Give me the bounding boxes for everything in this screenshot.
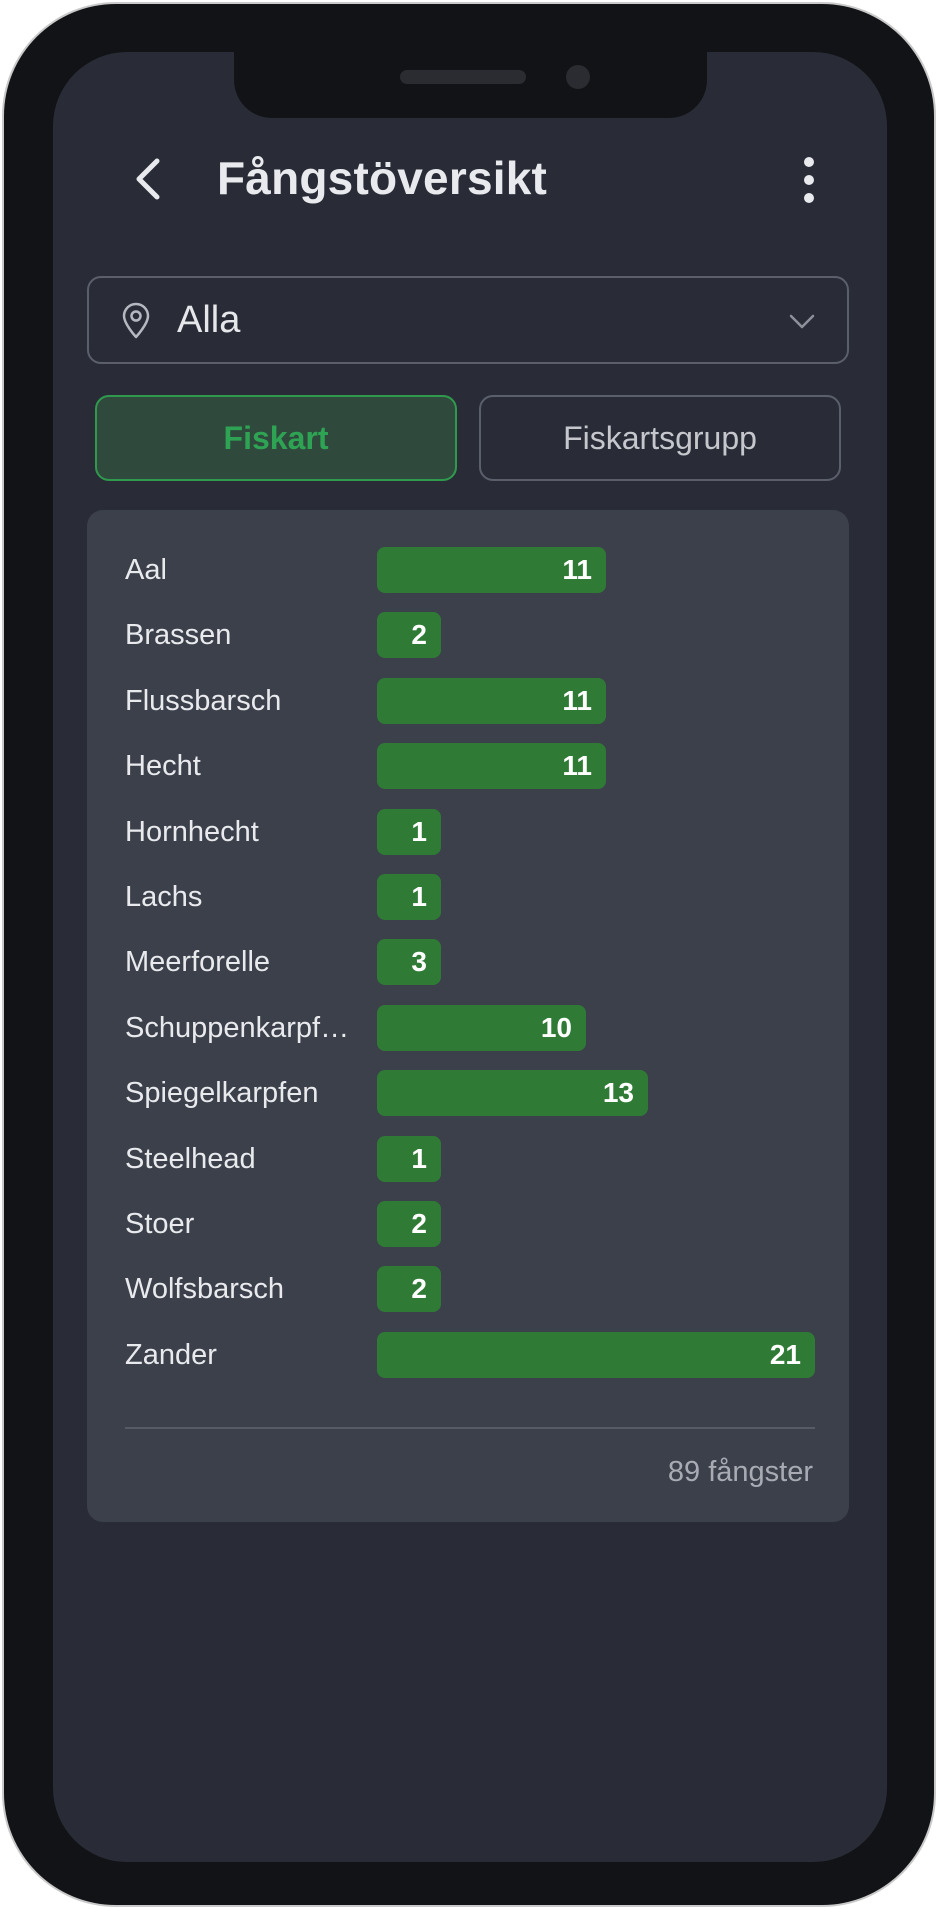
location-dropdown[interactable]: Alla (87, 276, 849, 364)
bar-row: Hornhecht 1 (87, 808, 849, 856)
bar-label: Schuppenkarpf… (125, 1011, 350, 1044)
bar-row: Hecht 11 (87, 742, 849, 790)
chevron-left-icon (136, 158, 160, 200)
bar-label: Aal (125, 554, 167, 586)
tab-fiskart[interactable]: Fiskart (95, 395, 457, 481)
bar-label: Wolfsbarsch (125, 1273, 285, 1306)
notch (234, 52, 707, 118)
tab-fiskartsgrupp[interactable]: Fiskartsgrupp (479, 395, 841, 481)
location-value: Alla (177, 299, 241, 341)
bar: 1 (377, 808, 441, 855)
bar-row: Wolfsbarsch 2 (87, 1265, 849, 1313)
bar-value-label: 13 (602, 1077, 634, 1109)
bar: 1 (377, 1135, 441, 1182)
bar-row: Flussbarsch 11 (87, 677, 849, 725)
divider (125, 1427, 815, 1429)
bar: 13 (377, 1070, 648, 1117)
bar-value-label: 1 (411, 881, 427, 912)
bar: 1 (377, 874, 441, 920)
chevron-down-icon (789, 314, 815, 329)
page-title: Fångstöversikt (217, 152, 548, 204)
bar: 3 (377, 939, 441, 986)
bar-value-label: 21 (769, 1338, 801, 1370)
bar-value-label: 1 (411, 1142, 427, 1174)
bar-label: Stoer (125, 1208, 195, 1240)
bar-value-label: 1 (411, 815, 427, 847)
bar-row: Spiegelkarpfen 13 (87, 1069, 849, 1117)
bar: 11 (377, 547, 606, 593)
bar: 11 (377, 743, 606, 790)
bar: 11 (377, 677, 606, 724)
bar-label: Flussbarsch (125, 684, 282, 717)
bar-value-label: 11 (562, 554, 592, 585)
bar-value-label: 2 (411, 619, 427, 651)
more-options-button[interactable] (777, 144, 841, 216)
bar: 2 (377, 612, 441, 659)
bar-row: Aal 11 (87, 546, 849, 594)
bar-row: Lachs 1 (87, 873, 849, 921)
total-catches: 89 fångster (667, 1456, 813, 1488)
bar: 2 (377, 1201, 441, 1247)
bar-value-label: 2 (411, 1208, 427, 1239)
bar-label: Brassen (125, 619, 232, 652)
bar-label: Hornhecht (125, 815, 259, 848)
speaker (400, 70, 526, 84)
bar-value-label: 10 (540, 1011, 572, 1043)
bar-row: Steelhead 1 (87, 1135, 849, 1183)
bar-label: Zander (125, 1338, 217, 1371)
app-screen: Fångstöversikt Alla Fiskart Fiskartsgrup… (53, 52, 887, 1862)
back-button[interactable] (113, 144, 183, 214)
bar-label: Steelhead (125, 1142, 256, 1175)
bar-row: Zander 21 (87, 1331, 849, 1379)
bar-label: Lachs (125, 881, 203, 913)
catch-chart-card: Aal 11 Brassen 2 Flussbarsch 11 Hecht 11 Hornhec… (87, 510, 849, 1522)
bar-row: Brassen 2 (87, 611, 849, 659)
bar-value-label: 11 (562, 684, 592, 716)
bar-value-label: 3 (411, 946, 427, 978)
bar-row: Meerforelle 3 (87, 938, 849, 986)
bar-value-label: 11 (562, 750, 592, 782)
map-pin-icon (122, 302, 150, 339)
bar-row: Schuppenkarpf… 10 (87, 1004, 849, 1052)
bar-row: Stoer 2 (87, 1200, 849, 1248)
bar-label: Hecht (125, 750, 201, 783)
camera (566, 65, 590, 89)
more-vertical-icon (804, 157, 814, 203)
bar-label: Meerforelle (125, 946, 271, 979)
bar: 10 (377, 1004, 586, 1051)
bar: 21 (377, 1331, 815, 1378)
bar-label: Spiegelkarpfen (125, 1077, 319, 1110)
bar-value-label: 2 (411, 1273, 427, 1305)
bar: 2 (377, 1266, 441, 1313)
